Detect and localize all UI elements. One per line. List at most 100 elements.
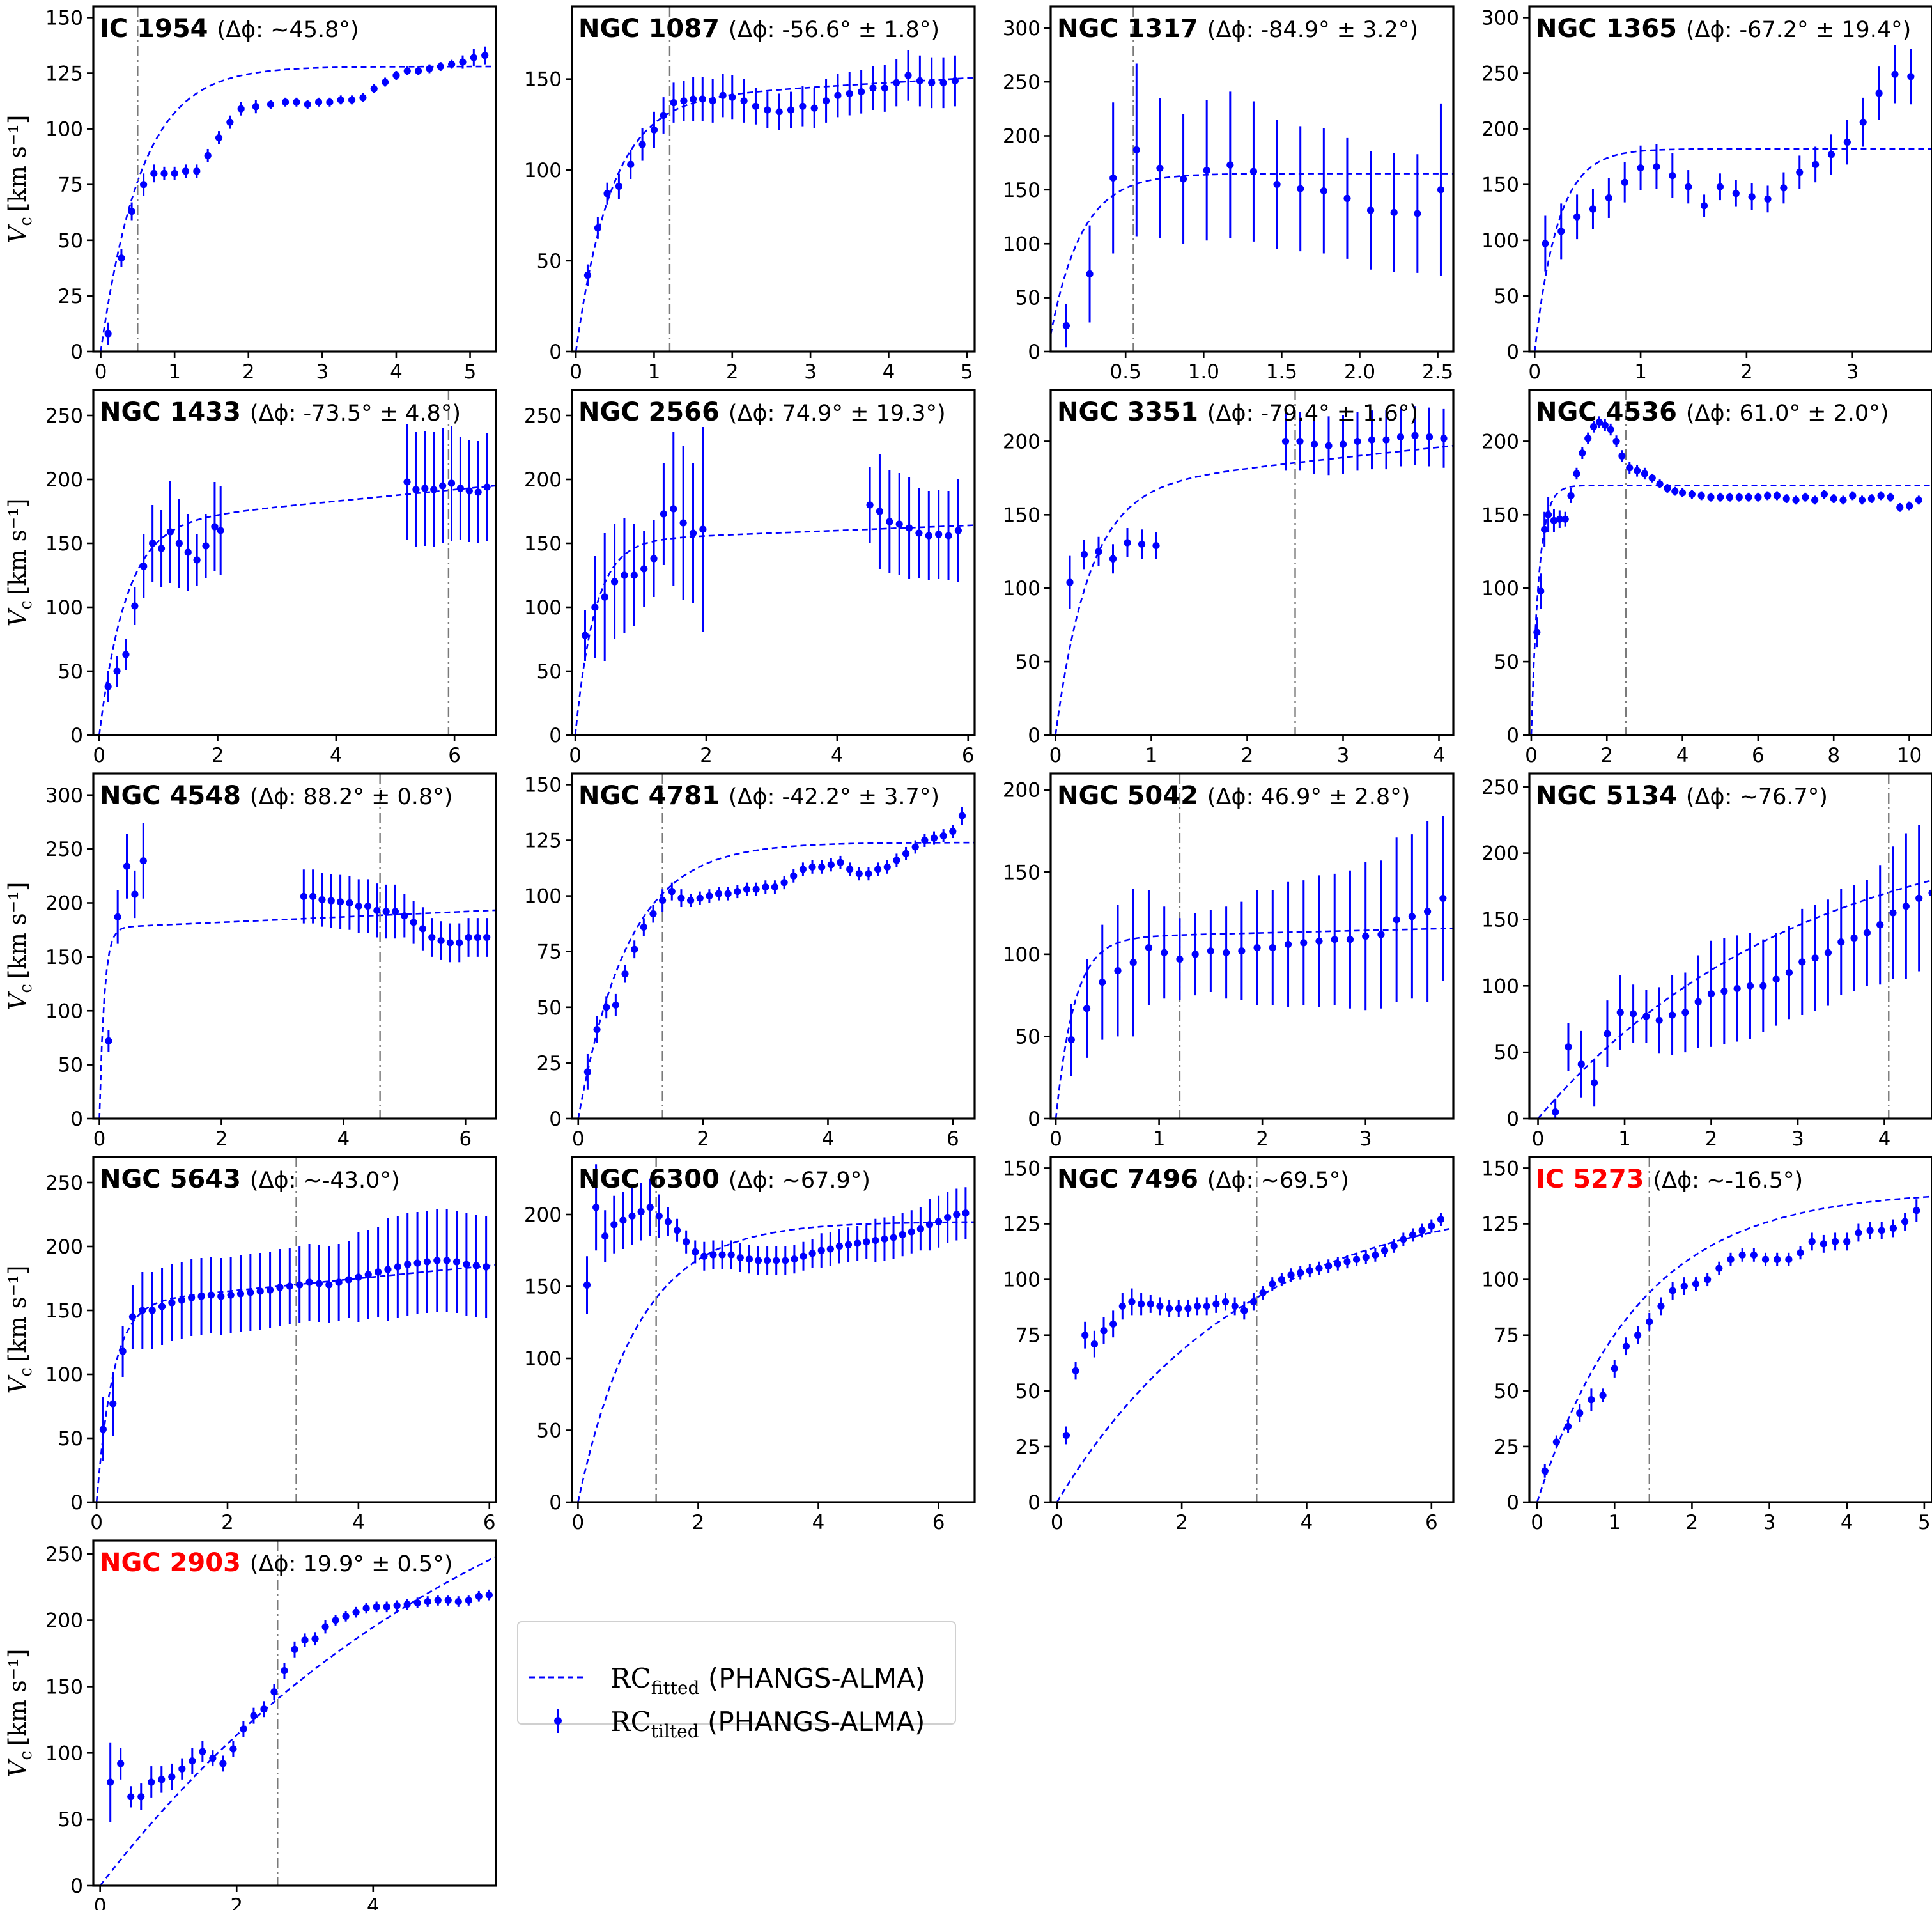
data-point	[846, 866, 854, 873]
data-point	[1902, 903, 1910, 910]
delta-phi: (Δϕ: 19.9° ± 0.5°)	[250, 1551, 452, 1577]
data-point	[810, 104, 818, 112]
data-point	[104, 683, 112, 690]
y-tick-label: 0	[70, 1491, 83, 1514]
legend-fitted-sub: fitted	[651, 1677, 700, 1698]
data-point	[382, 908, 390, 915]
data-point	[1859, 118, 1867, 126]
legend-box	[517, 1621, 956, 1725]
data-point	[197, 1293, 205, 1300]
data-point	[128, 207, 135, 215]
data-point	[1129, 959, 1137, 967]
y-tick-label: 0	[70, 724, 83, 747]
data-point	[1537, 587, 1545, 595]
data-point	[826, 1245, 834, 1253]
x-tick-label: 6	[1425, 1511, 1438, 1534]
data-point	[1797, 1249, 1804, 1257]
y-tick-label: 100	[45, 118, 83, 141]
data-point	[337, 96, 344, 104]
data-point	[459, 58, 467, 66]
data-point	[483, 483, 491, 491]
y-tick-label: 200	[45, 469, 83, 492]
fit-curve-ngc-1087	[575, 77, 975, 352]
x-tick-label: 2.5	[1422, 361, 1453, 384]
data-point	[800, 1252, 807, 1260]
data-point	[1671, 487, 1679, 495]
data-point	[612, 1001, 619, 1009]
data-point	[131, 602, 139, 610]
x-tick-label: 2	[726, 361, 739, 384]
data-point	[344, 1276, 353, 1284]
data-point	[677, 894, 685, 902]
data-point	[1634, 1332, 1642, 1339]
y-tick-label: 100	[1003, 1269, 1040, 1292]
data-point	[481, 52, 489, 59]
y-tick-label: 150	[524, 1276, 562, 1299]
delta-phi: (Δϕ: -79.4° ± 1.6°)	[1207, 401, 1418, 426]
y-axis-label-units: [km s⁻¹]	[4, 882, 31, 979]
data-point	[902, 850, 910, 858]
data-point	[236, 1290, 245, 1298]
data-point	[869, 84, 877, 92]
x-tick-label: 3	[316, 361, 328, 384]
data-point	[1646, 1318, 1653, 1326]
x-tick-label: 1.0	[1188, 361, 1219, 384]
x-tick-label: 2	[1175, 1511, 1188, 1534]
x-tick-label: 10	[1897, 744, 1922, 767]
data-point	[1877, 492, 1885, 500]
data-point	[679, 519, 687, 527]
data-point	[1633, 467, 1641, 474]
y-axis-label-main: V	[4, 224, 31, 243]
data-point	[1707, 493, 1715, 501]
panel-ngc-6300: 0 2 4 6 0 50 100 150 200 NGC 6300 (Δϕ: ~67.9°)	[524, 1156, 976, 1534]
galaxy-name: IC 1954	[100, 14, 208, 43]
panel-ngc-7496: 0 2 4 6 0 25 50 75 100 125 150 NGC 7496 (Δϕ: ~69.5°)	[1003, 1156, 1455, 1534]
data-point	[1599, 1392, 1607, 1399]
data-point	[182, 167, 190, 175]
data-point	[439, 482, 447, 490]
data-point	[1439, 894, 1447, 903]
data-point	[1669, 172, 1676, 180]
data-point	[818, 863, 826, 871]
data-point	[945, 532, 952, 540]
x-tick-label: 1	[1153, 1128, 1166, 1151]
x-tick-label: 1	[1145, 744, 1158, 767]
x-tick-label: 4	[883, 361, 895, 384]
data-point	[1325, 1262, 1333, 1270]
data-point	[178, 1765, 186, 1773]
data-point	[281, 1666, 288, 1675]
galaxy-name: NGC 6300	[578, 1165, 720, 1194]
data-point	[601, 593, 608, 601]
fit-curve-ngc-7496	[1056, 1227, 1453, 1502]
data-point	[1284, 940, 1292, 949]
galaxy-name: NGC 1365	[1536, 14, 1677, 43]
x-tick-label: 6	[962, 744, 975, 767]
galaxy-name: NGC 1087	[578, 14, 720, 43]
panel-title-ngc-2566: NGC 2566 (Δϕ: 74.9° ± 19.3°)	[578, 398, 946, 427]
data-point	[640, 923, 647, 931]
y-axis-label-units: [km s⁻¹]	[4, 499, 31, 596]
data-point	[1287, 1271, 1295, 1279]
data-point	[403, 1601, 411, 1608]
panel-title-ngc-5042: NGC 5042 (Δϕ: 46.9° ± 2.8°)	[1057, 781, 1410, 811]
delta-phi: (Δϕ: 46.9° ± 2.8°)	[1207, 784, 1410, 810]
data-point	[1733, 984, 1741, 993]
data-point	[1843, 1238, 1851, 1245]
data-point	[1785, 968, 1793, 977]
data-point	[1062, 1431, 1070, 1440]
y-tick-label: 100	[1481, 975, 1519, 998]
data-point	[921, 836, 929, 844]
data-point	[890, 1234, 897, 1241]
data-point	[1738, 1251, 1746, 1259]
x-tick-label: 2	[692, 1511, 705, 1534]
fit-curve-ngc-5042	[1055, 927, 1453, 1119]
data-point	[1161, 949, 1168, 956]
data-point	[114, 913, 121, 921]
data-point	[131, 890, 139, 898]
y-tick-label: 100	[45, 1363, 83, 1386]
data-point	[247, 1289, 254, 1296]
data-point	[296, 1281, 304, 1289]
data-point	[104, 330, 112, 338]
panel-title-ngc-5643: NGC 5643 (Δϕ: ~-43.0°)	[100, 1165, 400, 1194]
panel-ngc-5134: 0 1 2 3 4 0 50 100 150 200 250 NGC 5134 (Δϕ: ~76.7°)	[1481, 772, 1932, 1151]
